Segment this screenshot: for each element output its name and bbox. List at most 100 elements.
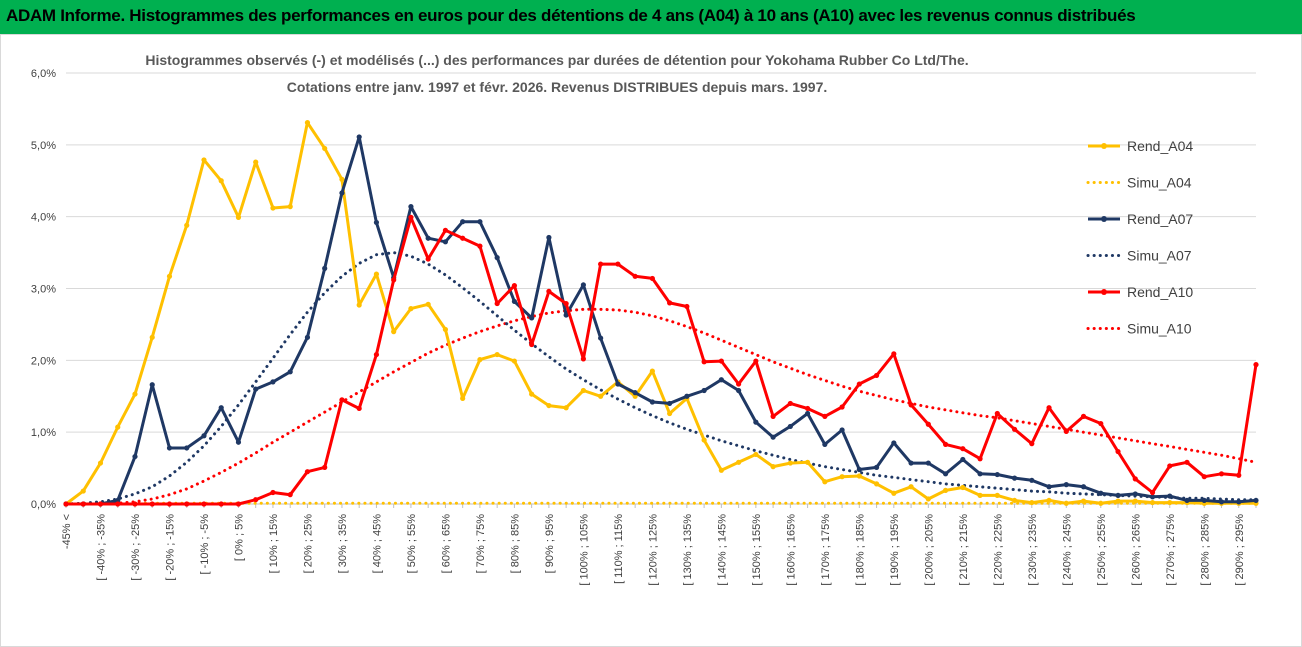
x-tick-label: [ 0% ; 5% bbox=[233, 514, 245, 561]
point-rend-a07 bbox=[804, 410, 811, 417]
point-rend-a10 bbox=[115, 501, 121, 507]
point-rend-a04 bbox=[546, 402, 552, 409]
point-rend-a10 bbox=[1046, 405, 1052, 411]
point-rend-a07 bbox=[1218, 499, 1225, 505]
legend-item-rend-a07: Rend_A07 bbox=[1088, 211, 1193, 227]
point-rend-a04 bbox=[511, 358, 518, 364]
point-rend-a10 bbox=[373, 351, 380, 358]
point-rend-a07 bbox=[598, 335, 604, 341]
point-rend-a07 bbox=[563, 312, 569, 318]
x-tick-label: [ 260% ; 265% bbox=[1130, 514, 1142, 586]
point-rend-a07 bbox=[1201, 497, 1207, 504]
point-rend-a04 bbox=[839, 474, 845, 480]
point-rend-a04 bbox=[822, 479, 828, 485]
point-rend-a07 bbox=[908, 460, 914, 466]
point-rend-a07 bbox=[546, 234, 552, 241]
point-rend-a07 bbox=[115, 497, 121, 504]
point-rend-a07 bbox=[580, 282, 586, 288]
point-rend-a07 bbox=[960, 456, 966, 463]
point-rend-a04 bbox=[235, 214, 242, 220]
point-rend-a04 bbox=[201, 157, 207, 163]
series-simu-a10 bbox=[64, 307, 1258, 506]
point-rend-a10 bbox=[598, 261, 604, 267]
point-rend-a04 bbox=[891, 490, 897, 496]
point-rend-a10 bbox=[442, 227, 449, 233]
point-rend-a10 bbox=[667, 300, 673, 306]
point-rend-a07 bbox=[460, 219, 466, 225]
point-rend-a04 bbox=[322, 145, 328, 152]
x-tick-label: [ 270% ; 275% bbox=[1165, 514, 1177, 586]
point-rend-a04 bbox=[563, 405, 569, 411]
point-rend-a04 bbox=[994, 492, 1000, 498]
point-rend-a10 bbox=[477, 243, 483, 249]
x-tick-label: [ 120% ; 125% bbox=[647, 514, 659, 586]
point-rend-a04 bbox=[184, 222, 190, 228]
y-tick-label: 6,0% bbox=[31, 68, 56, 80]
point-rend-a10 bbox=[1236, 472, 1242, 478]
x-tick-label: [ 250% ; 255% bbox=[1096, 514, 1108, 586]
point-rend-a07 bbox=[166, 445, 173, 451]
point-rend-a07 bbox=[1046, 484, 1052, 490]
point-rend-a10 bbox=[839, 404, 845, 410]
point-rend-a07 bbox=[667, 400, 673, 407]
line-rend-a07 bbox=[66, 135, 1257, 506]
point-rend-a07 bbox=[1167, 493, 1173, 499]
chart-title-line1: Histogrammes observés (-) et modélisés (… bbox=[145, 52, 968, 68]
point-rend-a04 bbox=[736, 459, 742, 465]
point-rend-a07 bbox=[822, 441, 828, 447]
point-rend-a07 bbox=[339, 190, 345, 196]
point-rend-a10 bbox=[235, 501, 242, 507]
point-rend-a07 bbox=[753, 419, 759, 425]
point-rend-a07 bbox=[287, 369, 293, 375]
point-rend-a04 bbox=[166, 273, 173, 279]
point-rend-a07 bbox=[1063, 482, 1069, 488]
point-rend-a10 bbox=[339, 397, 345, 403]
point-rend-a07 bbox=[770, 434, 776, 440]
point-rend-a04 bbox=[1046, 497, 1052, 504]
legend-item-simu-a10: Simu_A10 bbox=[1086, 321, 1192, 337]
point-rend-a10 bbox=[529, 341, 535, 348]
point-rend-a07 bbox=[356, 134, 362, 140]
point-rend-a07 bbox=[322, 265, 328, 271]
point-rend-a07 bbox=[529, 315, 535, 321]
point-rend-a04 bbox=[1167, 499, 1173, 506]
point-rend-a04 bbox=[339, 176, 345, 182]
x-tick-label: [ 200% ; 205% bbox=[923, 514, 935, 586]
point-rend-a10 bbox=[460, 235, 466, 241]
x-tick-label: [ 230% ; 235% bbox=[1027, 514, 1039, 586]
y-tick-label: 1,0% bbox=[31, 427, 56, 439]
point-rend-a10 bbox=[322, 464, 328, 470]
series-rend-a07 bbox=[63, 134, 1259, 507]
legend-item-simu-a04: Simu_A04 bbox=[1086, 175, 1192, 191]
point-rend-a10 bbox=[218, 501, 224, 507]
point-rend-a10 bbox=[960, 446, 966, 452]
point-rend-a10 bbox=[287, 492, 293, 498]
point-rend-a10 bbox=[356, 405, 362, 412]
point-rend-a07 bbox=[701, 387, 707, 394]
point-rend-a10 bbox=[977, 456, 983, 462]
point-rend-a10 bbox=[891, 351, 897, 357]
point-rend-a04 bbox=[304, 119, 311, 126]
point-rend-a04 bbox=[960, 484, 966, 491]
point-rend-a10 bbox=[391, 277, 397, 283]
point-rend-a10 bbox=[149, 501, 155, 507]
legend-item-rend-a10: Rend_A10 bbox=[1088, 284, 1193, 300]
point-rend-a07 bbox=[1236, 499, 1242, 505]
point-rend-a10 bbox=[701, 359, 707, 365]
point-rend-a10 bbox=[201, 501, 207, 507]
point-rend-a10 bbox=[718, 358, 724, 364]
point-rend-a10 bbox=[408, 214, 414, 220]
point-rend-a10 bbox=[1132, 476, 1138, 482]
point-rend-a07 bbox=[684, 393, 690, 399]
point-rend-a07 bbox=[1149, 494, 1156, 500]
point-rend-a04 bbox=[1098, 500, 1104, 506]
point-rend-a04 bbox=[1063, 500, 1069, 506]
point-rend-a07 bbox=[442, 239, 449, 245]
point-rend-a07 bbox=[149, 382, 155, 388]
point-rend-a10 bbox=[494, 300, 500, 307]
x-tick-label: -45% < bbox=[61, 514, 73, 549]
x-tick-label: [ 130% ; 135% bbox=[682, 514, 694, 586]
x-tick-label: [ 100% ; 105% bbox=[578, 514, 590, 586]
point-rend-a10 bbox=[804, 405, 811, 412]
